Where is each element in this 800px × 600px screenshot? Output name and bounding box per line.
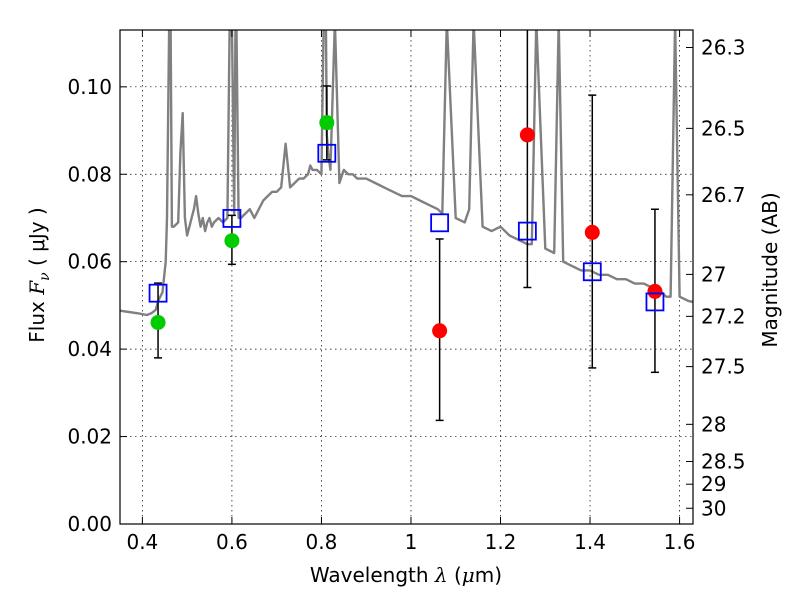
y2-tick-label-3: 27 [701,262,726,286]
x-tick-label-3: 1 [405,530,418,554]
y2-axis-label: Magnitude (AB) [758,192,782,347]
x-tick-label-6: 1.6 [664,530,696,554]
axis-ticks: 0.4 0.6 0.8 1 1.2 1.4 1.6 0.00 0.02 0.04 0.06 0.08 0… [67,30,746,554]
ir-point-0 [432,323,448,339]
model-point-5 [582,262,602,282]
y2-tick-label-8: 29 [701,472,726,496]
y2-tick-label-4: 27.2 [701,304,746,328]
y-tick-label-0: 0.00 [67,512,112,536]
plot-frame [119,29,694,525]
x-tick-label-1: 0.6 [216,530,248,554]
data-layer [120,30,693,422]
y-tick-label-3: 0.06 [67,250,112,274]
x-tick-label-5: 1.4 [574,530,606,554]
y2-tick-label-2: 26.7 [701,183,746,207]
y-axis-label: Flux Fν ( μJy ) [25,207,53,342]
hst-point-1 [224,233,240,249]
y2-tick-label-5: 27.5 [701,355,746,379]
model-point-3 [430,213,450,233]
y2-tick-label-1: 26.5 [701,116,746,140]
y2-tick-label-0: 26.3 [701,35,746,59]
y-tick-label-4: 0.08 [67,162,112,186]
model-point-4 [517,221,537,241]
model-point-6 [645,292,665,312]
hst-point-2 [319,115,335,131]
ir-point-3 [647,283,663,299]
x-tick-label-4: 1.2 [485,530,517,554]
hst-point-0 [150,314,166,330]
x-axis-label: Wavelength λ (μm) [310,563,502,587]
spectrum-line [120,30,693,317]
y2-tick-label-9: 30 [701,496,726,520]
model-point-0 [148,283,168,303]
y-tick-label-2: 0.04 [67,337,112,361]
x-tick-label-2: 0.8 [306,530,338,554]
ir-point-2 [584,224,600,240]
plot-background [120,30,693,524]
y2-tick-label-6: 28 [701,412,726,436]
ir-point-1 [519,127,535,143]
y-tick-label-5: 0.10 [67,75,112,99]
model-point-2 [317,143,337,163]
y2-tick-label-7: 28.5 [701,449,746,473]
model-point-1 [222,209,242,228]
y-tick-label-1: 0.02 [67,425,112,449]
x-tick-label-0: 0.4 [126,530,158,554]
